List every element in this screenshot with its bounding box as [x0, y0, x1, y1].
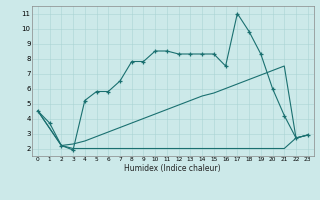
X-axis label: Humidex (Indice chaleur): Humidex (Indice chaleur) — [124, 164, 221, 173]
